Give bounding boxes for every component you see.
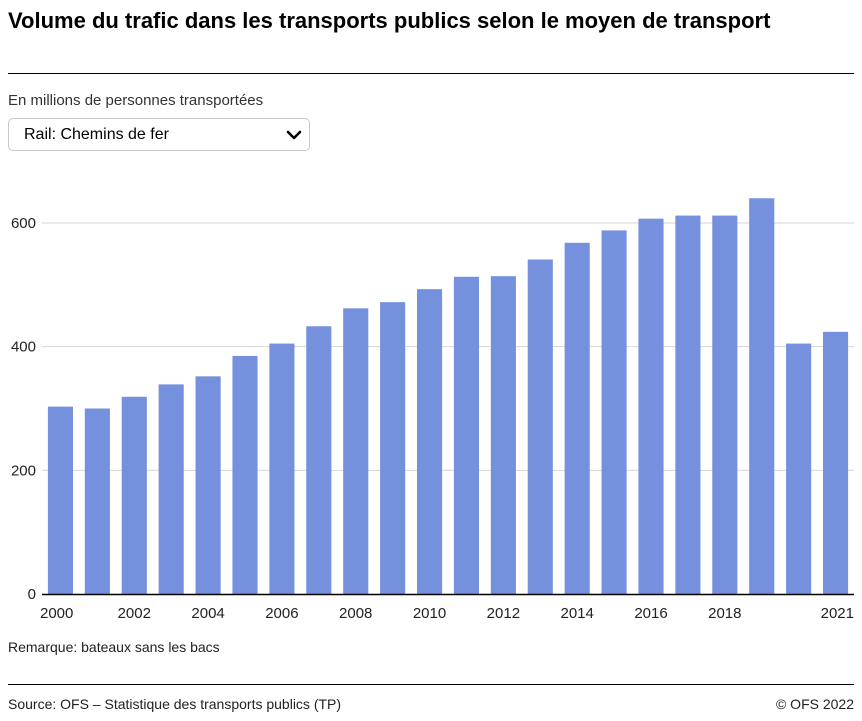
copyright-text: © OFS 2022 [775,696,854,712]
x-tick-label: 2012 [487,605,520,622]
bar-2000 [47,406,74,594]
bar-2015 [601,230,627,595]
x-tick-label: 2016 [634,605,667,622]
bar-2002 [121,396,147,594]
bar-2005 [232,355,258,594]
header-divider [8,73,854,74]
bar-2009 [380,302,406,594]
bar-2017 [675,215,701,594]
y-tick-label: 0 [28,586,36,603]
x-tick-label: 2021 [821,605,854,622]
x-tick-label: 2006 [265,605,298,622]
bar-2018 [712,215,738,594]
bar-2001 [84,408,110,594]
chart-note: Remarque: bateaux sans les bacs [8,639,220,655]
bar-2014 [564,242,590,594]
bar-2003 [158,384,184,594]
x-tick-label: 2018 [708,605,741,622]
transport-mode-select-value: Rail: Chemins de fer [24,125,169,143]
transport-mode-select[interactable]: Rail: Chemins de fer [8,118,310,151]
y-tick-label: 400 [11,339,36,356]
source-text: Source: OFS – Statistique des transports… [8,696,342,712]
bar-2019 [749,198,775,594]
bar-2010 [416,289,443,594]
bar-2020 [786,343,812,594]
bar-2007 [306,326,332,594]
x-tick-label: 2002 [118,605,151,622]
footer-divider [8,684,854,685]
bar-2016 [638,218,664,594]
bar-2008 [343,308,369,594]
y-tick-label: 200 [11,462,36,479]
chevron-down-icon [286,130,302,140]
bar-2013 [527,259,553,594]
x-tick-label: 2010 [413,605,446,622]
bar-2012 [490,276,516,594]
chart-subtitle: En millions de personnes transportées [8,92,264,109]
bar-2006 [269,343,295,594]
bar-chart: 0 200 400 600 2000 2002 2004 2006 2008 2010 2012 20… [11,198,854,622]
x-tick-label: 2014 [560,605,593,622]
y-tick-label: 600 [11,215,36,232]
x-tick-label: 2000 [40,605,73,622]
bar-2004 [195,376,221,594]
bar-2011 [453,276,480,594]
x-tick-label: 2004 [191,605,224,622]
bar-2021 [822,331,849,594]
chart-title: Volume du trafic dans les transports pub… [8,8,771,33]
x-tick-label: 2008 [339,605,372,622]
